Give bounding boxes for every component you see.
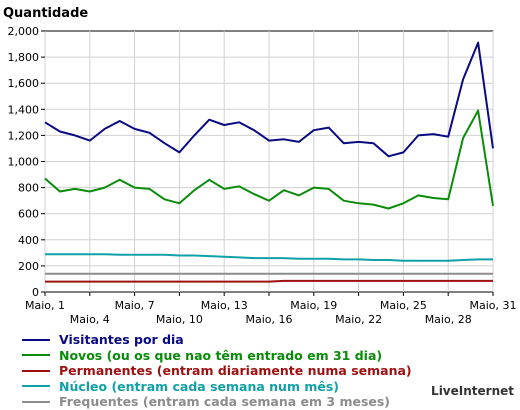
y-tick-label: 200 [18, 260, 39, 273]
y-tick-label: 0 [32, 286, 39, 299]
y-tick-label: 1,800 [8, 51, 40, 64]
series-line-2 [44, 109, 494, 210]
legend-item: Núcleo (entram cada semana num mês) [22, 379, 412, 395]
legend-label: Permanentes (entram diariamente numa sem… [59, 363, 412, 379]
legend: Visitantes por dia Novos (ou os que nao t… [22, 332, 412, 410]
y-tick-label: 1,400 [8, 103, 40, 116]
credit-label: LiveInternet [431, 384, 514, 398]
x-tick-label: Maio, 10 [156, 313, 203, 326]
legend-label: Núcleo (entram cada semana num mês) [59, 378, 339, 394]
legend-swatch [22, 385, 50, 388]
legend-swatch [22, 354, 50, 357]
legend-item: Novos (ou os que nao têm entrado em 31 d… [22, 348, 412, 364]
x-tick-label: Maio, 25 [380, 299, 427, 312]
legend-swatch [22, 400, 50, 403]
legend-item: Frequentes (entram cada semana em 3 mese… [22, 394, 412, 410]
y-tick-label: 400 [18, 234, 39, 247]
y-tick-label: 600 [18, 208, 39, 221]
x-tick-label: Maio, 31 [469, 299, 516, 312]
x-tick-label: Maio, 1 [25, 299, 65, 312]
y-axis: 0 200 400 600 800 1,000 1,200 1,400 1,600 1,800 2,… [8, 25, 45, 299]
y-tick-label: 1,200 [8, 129, 40, 142]
legend-label: Visitantes por dia [59, 332, 184, 348]
x-tick-label: Maio, 13 [201, 299, 248, 312]
legend-item: Permanentes (entram diariamente numa sem… [22, 363, 412, 379]
chart-title: Quantidade [3, 6, 88, 21]
series-line-4 [45, 253, 493, 262]
legend-swatch [22, 338, 50, 341]
y-tick-label: 1,000 [8, 156, 40, 169]
series-line-1 [44, 41, 494, 158]
x-tick-label: Maio, 28 [425, 313, 472, 326]
legend-item: Visitantes por dia [22, 332, 412, 348]
line-chart: Quantidade 0 200 400 600 800 1,000 1,200 1,400 1… [3, 6, 517, 326]
x-tick-label: Maio, 4 [70, 313, 110, 326]
x-tick-label: Maio, 19 [290, 299, 337, 312]
y-tick-label: 1,600 [8, 77, 40, 90]
legend-label: Novos (ou os que nao têm entrado em 31 d… [59, 347, 383, 363]
x-tick-label: Maio, 7 [115, 299, 155, 312]
series-line-3 [45, 279, 493, 283]
legend-swatch [22, 369, 50, 372]
x-tick-label: Maio, 16 [245, 313, 292, 326]
series-group [44, 41, 494, 283]
y-tick-label: 800 [18, 182, 39, 195]
legend-label: Frequentes (entram cada semana em 3 mese… [59, 394, 391, 410]
x-tick-label: Maio, 22 [335, 313, 382, 326]
y-tick-label: 2,000 [8, 25, 40, 38]
